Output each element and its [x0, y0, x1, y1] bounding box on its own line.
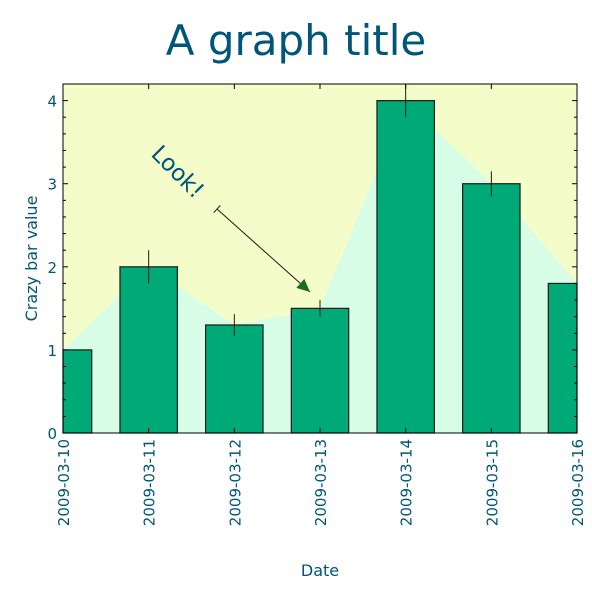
x-tick-label: 2009-03-14 [398, 439, 416, 526]
x-tick-label: 2009-03-11 [141, 439, 159, 526]
area-fill [63, 100, 577, 433]
y-tick-label: 3 [47, 176, 57, 194]
annotation-arrow-head [296, 278, 310, 293]
y-tick-label: 1 [47, 342, 57, 360]
y-tick-label: 2 [47, 259, 57, 277]
y-tick-label: 4 [47, 93, 57, 111]
bars-layer [62, 84, 578, 434]
annotation-arrow-line [216, 208, 311, 293]
bar [119, 266, 178, 434]
bar [205, 324, 264, 434]
x-axis-label: Date [301, 561, 339, 580]
x-tick-label: 2009-03-13 [312, 439, 330, 526]
x-tick-label: 2009-03-16 [569, 439, 587, 526]
x-tick-label: 2009-03-10 [55, 439, 73, 526]
area-layer [63, 100, 577, 433]
axis-layer: 0 1 2 3 4 2009-03-10 2009-03-11 2009-03-12 2009-… [47, 83, 587, 526]
chart-title: A graph title [166, 16, 427, 65]
bar [62, 349, 93, 434]
bar [547, 282, 578, 434]
x-tick-label: 2009-03-15 [483, 439, 501, 526]
bar [462, 183, 521, 434]
bar [290, 307, 350, 434]
x-tick-label: 2009-03-12 [226, 439, 244, 526]
y-tick-label: 0 [47, 425, 57, 443]
y-axis-label: Crazy bar value [22, 196, 41, 322]
bar [376, 100, 435, 434]
annotation-arrow-tail [213, 204, 221, 214]
